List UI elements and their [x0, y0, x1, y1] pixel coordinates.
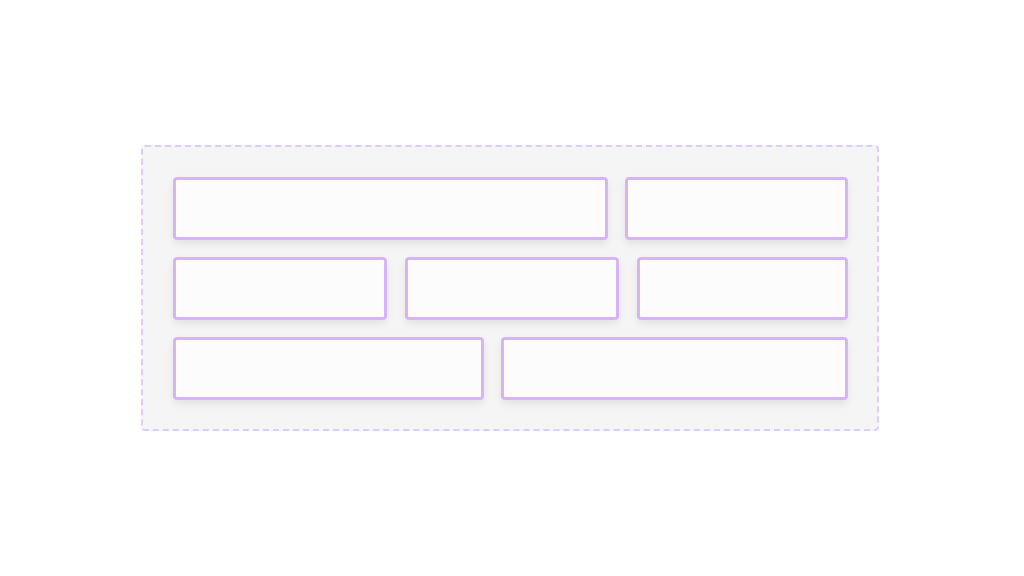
grid-item-row1-wide — [173, 177, 608, 240]
grid-item-row3-first — [173, 337, 484, 400]
grid-item-row2-first — [173, 257, 387, 320]
grid-item-row1-narrow — [625, 177, 848, 240]
grid-item-row2-third — [637, 257, 848, 320]
grid-item-row3-second — [501, 337, 848, 400]
grid-item-row2-second — [405, 257, 619, 320]
